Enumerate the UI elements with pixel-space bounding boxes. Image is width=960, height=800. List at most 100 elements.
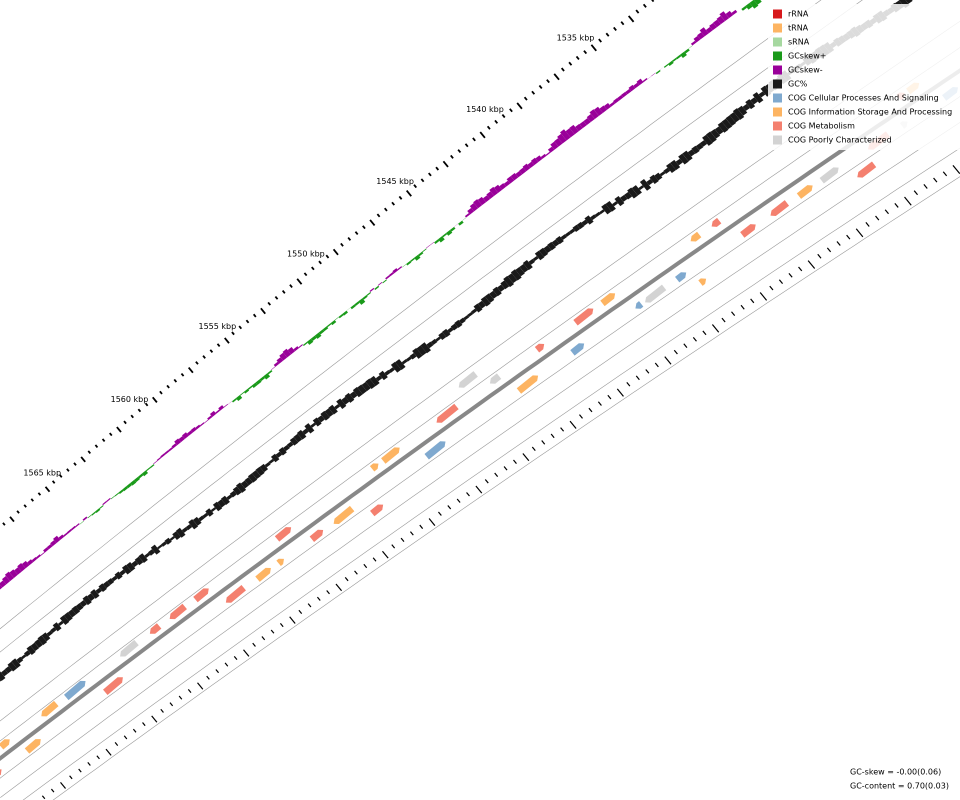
legend-label: GCskew-	[788, 66, 823, 75]
gc-content	[41, 632, 51, 642]
gene-arrow	[489, 373, 502, 384]
inner-tick	[270, 629, 275, 634]
gc-content	[34, 639, 43, 648]
inner-tick	[692, 336, 697, 342]
inner-tick	[354, 570, 358, 575]
gc-skew	[204, 419, 209, 424]
inner-tick	[252, 642, 256, 647]
gene-arrow	[370, 504, 384, 517]
gene	[770, 200, 790, 216]
gene-arrow	[635, 301, 644, 309]
gc-skew	[2, 575, 11, 585]
gene-arrow	[103, 677, 123, 695]
inner-tick	[702, 330, 707, 336]
gc-skew	[434, 239, 440, 245]
gc-skew	[87, 514, 92, 519]
gc-content	[670, 159, 681, 171]
gene	[698, 278, 707, 286]
scale-tick	[311, 266, 315, 271]
gc-skew	[519, 167, 527, 175]
scale-tick	[376, 213, 381, 218]
gc-skew	[122, 486, 128, 492]
scale-tick	[159, 390, 163, 395]
gene	[690, 231, 702, 242]
inner-tick	[187, 688, 192, 693]
gc-content	[210, 507, 217, 512]
gc-content	[283, 444, 290, 452]
gc-skew	[418, 251, 424, 257]
gc-skew	[467, 207, 475, 215]
gc-skew	[655, 69, 661, 75]
gc-content	[324, 408, 334, 418]
gc-skew	[46, 543, 53, 550]
gc-content	[699, 140, 708, 147]
scale-tick	[187, 367, 194, 374]
gc-skew	[684, 48, 690, 54]
gc-skew	[298, 344, 303, 349]
gc-content	[649, 174, 659, 185]
scale-tick	[405, 190, 412, 197]
gc-skew	[27, 559, 34, 566]
gc-skew	[110, 495, 116, 500]
gc-skew	[342, 310, 349, 316]
gc-skew	[215, 409, 221, 414]
inner-tick	[952, 164, 960, 175]
gc-skew	[402, 264, 407, 268]
gc-content	[232, 486, 242, 496]
gc-content	[639, 179, 652, 191]
scale-tick	[332, 248, 339, 256]
scale-tick	[180, 372, 185, 377]
gc-skew	[693, 35, 701, 43]
inner-tick	[721, 317, 726, 323]
inner-tick	[807, 260, 816, 269]
gc-content	[412, 348, 423, 359]
gc-content	[304, 423, 315, 434]
legend-label: sRNA	[788, 38, 810, 47]
scale-tick	[231, 331, 235, 336]
gc-skew	[603, 102, 612, 110]
gc-content	[71, 605, 81, 615]
gene-arrow	[857, 161, 877, 178]
legend-label: GC%	[788, 80, 808, 89]
gc-content	[576, 221, 585, 230]
scale-tick	[635, 9, 640, 14]
gc-content	[497, 284, 505, 292]
scale-tick	[642, 3, 647, 8]
scale-tick	[486, 125, 491, 130]
gc-content	[750, 97, 758, 105]
gc-skew	[199, 422, 205, 427]
gc-skew	[621, 91, 628, 98]
gc-skew	[506, 176, 515, 184]
gc-skew	[247, 385, 253, 390]
gc-skew	[583, 118, 591, 126]
gc-skew	[690, 40, 697, 46]
inner-tick	[400, 537, 405, 542]
gc-content	[286, 441, 294, 448]
gene-arrow	[690, 231, 702, 242]
gc-skew	[575, 123, 583, 132]
gc-content	[226, 494, 233, 500]
gc-content	[555, 235, 564, 245]
gc-content	[264, 461, 271, 468]
gc-skew	[442, 233, 448, 238]
gc-skew	[14, 567, 22, 575]
gc-content	[205, 508, 214, 517]
gc-content	[551, 239, 560, 247]
gc-content	[63, 612, 73, 622]
inner-tick	[933, 177, 938, 183]
gc-content	[328, 404, 338, 415]
gc-skew	[160, 453, 166, 458]
scale-tick	[398, 195, 403, 200]
scale-tick	[531, 90, 536, 95]
gc-skew	[276, 357, 284, 364]
gc-skew	[182, 432, 189, 439]
gc-skew	[680, 51, 687, 59]
gc-content	[581, 219, 589, 226]
scale-label: 1545 kbp	[376, 177, 414, 186]
gc-skew	[688, 45, 693, 49]
scale-tick	[137, 408, 142, 413]
gene-arrow	[740, 224, 756, 238]
gc-content	[150, 544, 161, 555]
gene	[711, 217, 722, 227]
gc-skew	[462, 217, 467, 221]
